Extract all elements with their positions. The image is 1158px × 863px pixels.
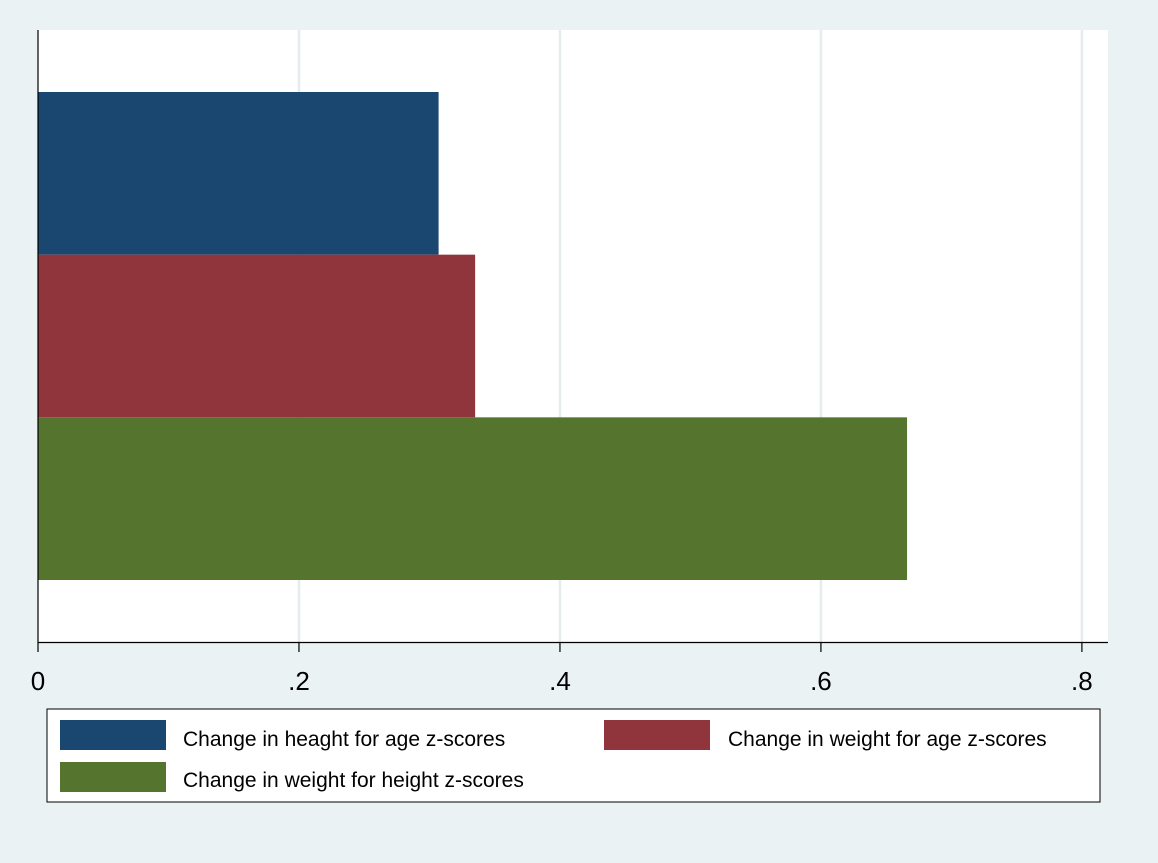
legend-label-weight-for-age: Change in weight for age z-scores [728, 728, 1047, 751]
x-tick-label-.4: .4 [549, 666, 571, 696]
x-tick-label-.6: .6 [810, 666, 832, 696]
legend: Change in heaght for age z-scores Change… [46, 708, 1101, 803]
bar-height-for-age [38, 92, 439, 255]
legend-swatch-weight-for-height [60, 762, 166, 792]
legend-swatch-weight-for-age [604, 720, 710, 750]
bar-weight-for-age [38, 254, 476, 418]
legend-label-weight-for-height: Change in weight for height z-scores [183, 769, 524, 792]
legend-swatch-height-for-age [60, 720, 166, 750]
legend-box [46, 708, 1101, 803]
legend-label-height-for-age: Change in heaght for age z-scores [183, 728, 505, 751]
x-axis-ticks: 0 .2 .4 .6 .8 [31, 642, 1093, 696]
x-tick-label-.2: .2 [288, 666, 310, 696]
x-tick-label-0: 0 [31, 666, 45, 696]
x-tick-label-.8: .8 [1071, 666, 1093, 696]
bars [38, 92, 908, 580]
bar-weight-for-height [38, 417, 908, 580]
